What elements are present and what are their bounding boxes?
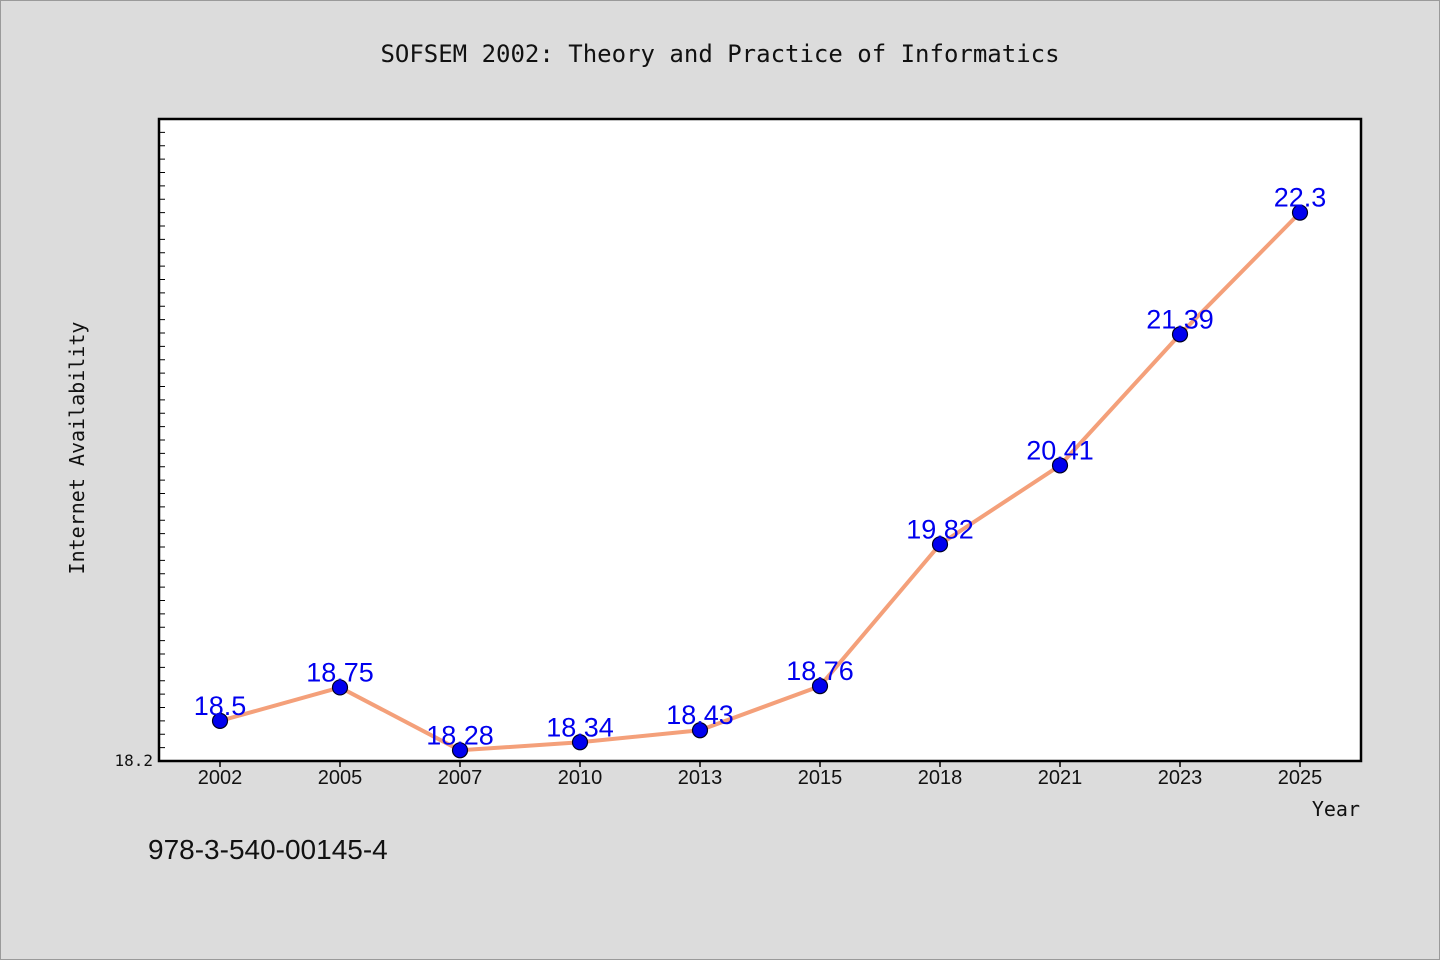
data-markers [211,204,1309,759]
x-tick-label: 2021 [1038,767,1083,789]
chart-title: SOFSEM 2002: Theory and Practice of Info… [380,40,1059,68]
x-axis-ticks: 2002 2005 2007 2010 2013 2015 2018 2021 2023 2025 [198,761,1323,789]
series-polyline [218,210,1302,753]
data-label: 18.28 [426,720,494,750]
data-point [1051,457,1069,474]
x-tick-label: 2018 [918,767,963,789]
x-tick-label: 2023 [1158,767,1203,789]
x-axis-label: Year [1312,797,1360,821]
y-tick-label: 18.2 [114,751,153,770]
isbn-text: 978-3-540-00145-4 [148,834,388,865]
data-point [1171,326,1189,343]
data-point [331,679,349,696]
data-point [691,722,709,739]
data-point [211,712,229,729]
data-labels: 18.5 18.75 18.28 18.34 18.43 18.76 19.82 20.41 2… [194,183,1327,751]
data-label: 21.39 [1146,304,1214,334]
y-axis-label: Internet Availability [65,322,89,575]
data-label: 18.5 [194,691,247,721]
data-label: 22.3 [1274,183,1327,213]
x-tick-label: 2007 [438,767,483,789]
data-label: 18.76 [786,656,854,686]
plot-area [157,117,1363,763]
x-tick-label: 2013 [678,767,723,789]
data-point [451,742,469,759]
x-tick-label: 2002 [198,767,243,789]
data-point [571,734,589,751]
x-tick-label: 2010 [558,767,603,789]
y-axis-ticks: 18.2 [114,118,165,770]
data-label: 18.75 [306,657,374,687]
x-tick-label: 2025 [1278,767,1323,789]
x-tick-label: 2005 [318,767,363,789]
data-label: 18.34 [546,712,614,742]
data-label: 19.82 [906,514,974,544]
data-point [931,536,949,553]
data-point [1291,204,1309,221]
data-label: 20.41 [1026,435,1094,465]
x-tick-label: 2015 [798,767,843,789]
data-label: 18.43 [666,700,734,730]
data-point [811,677,829,695]
series-line [218,210,1302,753]
